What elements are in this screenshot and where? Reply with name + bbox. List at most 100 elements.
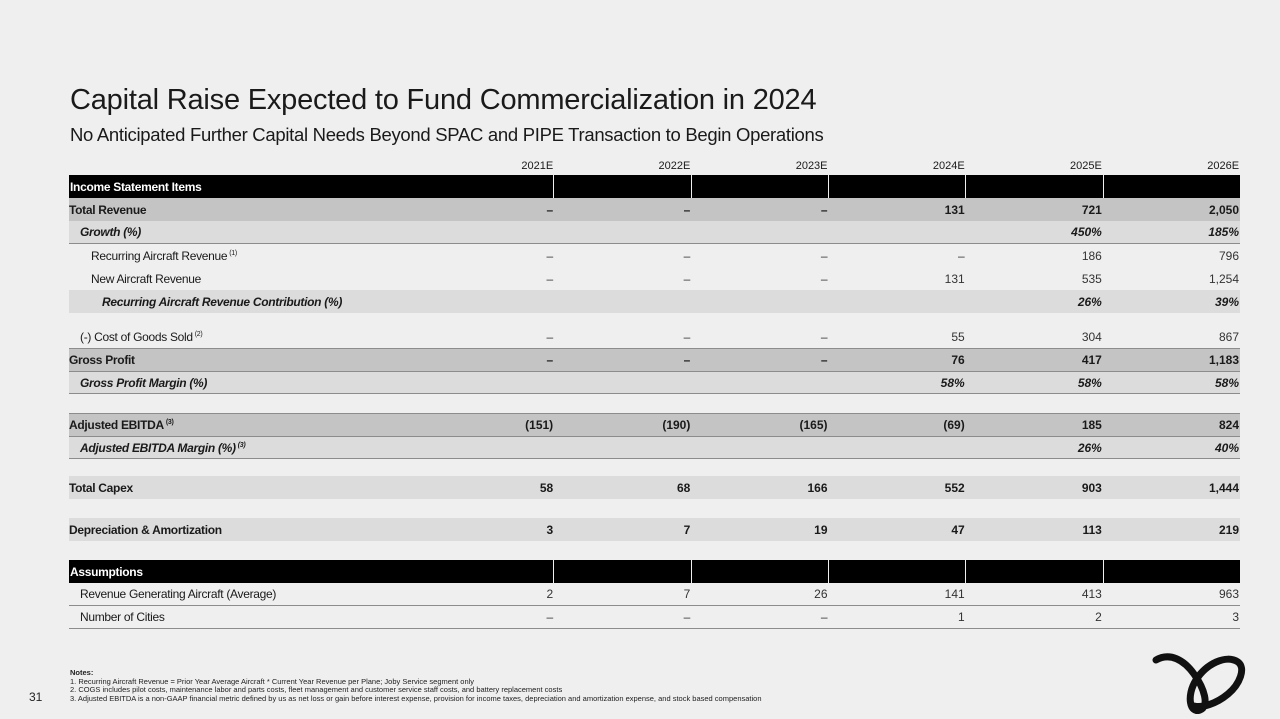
row-label: Growth (%) bbox=[69, 225, 417, 239]
row-label-text: Adjusted EBITDA bbox=[69, 418, 164, 432]
table-row: New Aircraft Revenue – – – 131 535 1,254 bbox=[69, 267, 1240, 290]
table-cell: 58 bbox=[539, 480, 554, 495]
table-cell: 185% bbox=[1208, 225, 1240, 239]
column-header: 2024E bbox=[932, 159, 965, 172]
table-cell bbox=[829, 221, 966, 243]
table-cell bbox=[554, 437, 691, 458]
notes-title: Notes: bbox=[70, 668, 94, 677]
table-cell: – bbox=[683, 610, 691, 624]
column-header: 2026E bbox=[1207, 159, 1240, 172]
section-title: Income Statement Items bbox=[70, 179, 202, 194]
table-cell: – bbox=[683, 248, 691, 263]
table-row: Total Capex 58 68 166 552 903 1,444 bbox=[69, 476, 1240, 499]
table-cell: 55 bbox=[951, 329, 965, 344]
table-cell: 58% bbox=[1077, 375, 1102, 390]
table-cell: 413 bbox=[1081, 587, 1102, 601]
column-header: 2021E bbox=[521, 159, 554, 172]
row-label-text: (-) Cost of Goods Sold bbox=[80, 329, 193, 344]
table-cell: 39% bbox=[1215, 294, 1240, 309]
row-label-text: Recurring Aircraft Revenue bbox=[91, 248, 228, 263]
table-cell: 2,050 bbox=[1209, 202, 1240, 217]
table-cell bbox=[829, 437, 966, 458]
table-cell: – bbox=[546, 248, 554, 263]
footnote-item: 3. Adjusted EBITDA is a non-GAAP financi… bbox=[70, 693, 762, 703]
row-label-text: Number of Cities bbox=[80, 610, 165, 624]
table-cell bbox=[554, 290, 691, 313]
table-cell: 903 bbox=[1081, 480, 1102, 495]
table-cell: 26% bbox=[1077, 294, 1102, 309]
table-cell: – bbox=[820, 202, 828, 217]
section-title: Assumptions bbox=[70, 564, 143, 579]
table-cell: 131 bbox=[944, 202, 965, 217]
row-label: Recurring Aircraft Revenue Contribution … bbox=[69, 295, 417, 309]
table-cell: 40% bbox=[1215, 440, 1240, 455]
table-cell: 1,444 bbox=[1209, 480, 1240, 495]
table-cell: 824 bbox=[1219, 418, 1240, 432]
table-cell: – bbox=[958, 248, 965, 263]
table-row: Gross Profit Margin (%) 58% 58% 58% bbox=[69, 371, 1240, 394]
table-cell: 186 bbox=[1081, 248, 1102, 263]
table-cell: – bbox=[546, 329, 554, 344]
footnote-ref: (2) bbox=[194, 330, 203, 338]
row-label-text: Total Capex bbox=[69, 480, 133, 495]
table-row: Recurring Aircraft Revenue Contribution … bbox=[69, 290, 1240, 313]
table-cell: – bbox=[546, 271, 554, 286]
table-cell: 304 bbox=[1081, 329, 1102, 344]
section-header-assumptions: Assumptions bbox=[69, 560, 1240, 583]
column-header: 2025E bbox=[1070, 159, 1102, 172]
table-cell: 68 bbox=[676, 480, 691, 495]
row-label-text: Total Revenue bbox=[69, 202, 147, 217]
table-cell: 867 bbox=[1219, 329, 1240, 344]
table-cell: – bbox=[546, 353, 554, 367]
table-cell: – bbox=[820, 610, 828, 624]
table-cell: – bbox=[683, 353, 691, 367]
table-cell: (165) bbox=[799, 418, 828, 432]
table-row: (-) Cost of Goods Sold (2) – – – 55 304 867 bbox=[69, 325, 1240, 348]
footnote-item: 2. COGS includes pilot costs, maintenanc… bbox=[70, 685, 563, 695]
section-header-income: Income Statement Items bbox=[69, 175, 1240, 198]
table-cell: (151) bbox=[525, 418, 554, 432]
table-row: Depreciation & Amortization 3 7 19 47 113 219 bbox=[69, 518, 1240, 541]
row-label: Gross Profit Margin (%) bbox=[69, 376, 417, 390]
table-cell: 7 bbox=[683, 587, 691, 601]
table-cell bbox=[417, 290, 554, 313]
page-title: Capital Raise Expected to Fund Commercia… bbox=[70, 84, 817, 116]
row-label-text: Revenue Generating Aircraft (Average) bbox=[80, 587, 277, 601]
table-cell bbox=[691, 290, 828, 313]
footnote-ref: (3) bbox=[165, 419, 174, 426]
table-cell bbox=[691, 372, 828, 393]
table-cell: – bbox=[820, 271, 828, 286]
table-cell: – bbox=[683, 271, 691, 286]
table-cell: 1,183 bbox=[1209, 353, 1240, 367]
table-cell: – bbox=[683, 329, 691, 344]
table-cell: (69) bbox=[943, 418, 965, 432]
table-cell: – bbox=[820, 329, 828, 344]
table-row: Total Revenue – – – 131 721 2,050 bbox=[69, 198, 1240, 221]
table-cell: 76 bbox=[951, 353, 965, 367]
table-row: Adjusted EBITDA (3) (151) (190) (165) (69) 185… bbox=[69, 413, 1240, 436]
row-label-text: Growth (%) bbox=[80, 225, 141, 239]
row-label: Total Revenue bbox=[69, 203, 417, 217]
row-label-text: Gross Profit bbox=[69, 353, 135, 367]
row-label: Gross Profit bbox=[69, 353, 417, 367]
table-cell bbox=[554, 221, 691, 243]
table-cell: 219 bbox=[1219, 522, 1240, 537]
page-subtitle: No Anticipated Further Capital Needs Bey… bbox=[70, 124, 824, 145]
table-cell bbox=[691, 221, 828, 243]
row-label: Adjusted EBITDA (3) bbox=[69, 418, 417, 432]
table-cell: 19 bbox=[814, 522, 828, 537]
table-cell: 2 bbox=[1095, 610, 1102, 624]
table-cell: 166 bbox=[807, 480, 828, 495]
row-label-text: Adjusted EBITDA Margin (%) bbox=[80, 440, 236, 455]
table-cell bbox=[829, 290, 966, 313]
table-cell: – bbox=[683, 202, 691, 217]
table-cell bbox=[554, 372, 691, 393]
table-cell: 721 bbox=[1081, 202, 1102, 217]
table-row: Revenue Generating Aircraft (Average) 2 7 2… bbox=[69, 583, 1240, 606]
row-label: New Aircraft Revenue bbox=[69, 272, 417, 286]
table-cell: 552 bbox=[944, 480, 965, 495]
table-cell: – bbox=[546, 202, 554, 217]
table-cell: 2 bbox=[546, 587, 554, 601]
row-label-text: Depreciation & Amortization bbox=[69, 522, 222, 537]
footnote-ref: (1) bbox=[229, 249, 237, 257]
